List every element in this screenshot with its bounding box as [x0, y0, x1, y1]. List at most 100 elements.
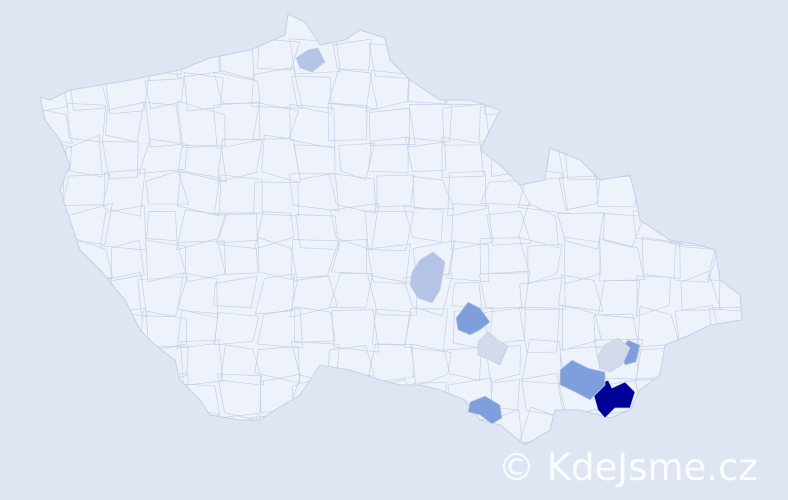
district-high: [559, 359, 606, 401]
district: [450, 203, 494, 251]
district: [404, 308, 449, 352]
district: [61, 443, 114, 445]
district: [177, 145, 227, 182]
district: [261, 134, 302, 184]
district: [67, 410, 104, 445]
district: [364, 210, 415, 251]
district: [710, 67, 742, 107]
district: [327, 69, 378, 110]
district: [708, 344, 742, 387]
district: [631, 108, 678, 145]
district: [441, 136, 484, 178]
district: [636, 275, 671, 317]
district: [40, 273, 76, 316]
district: [145, 170, 190, 205]
district-low: [597, 337, 631, 373]
district-medium: [295, 47, 326, 73]
district: [638, 72, 682, 112]
district: [673, 245, 719, 283]
district: [218, 244, 259, 275]
district: [62, 173, 111, 206]
district: [708, 203, 742, 241]
district: [669, 136, 719, 182]
district: [328, 172, 377, 214]
district: [597, 280, 641, 319]
district: [254, 346, 301, 384]
watermark: © KdeJsme.cz: [498, 446, 758, 489]
district: [595, 176, 641, 207]
district: [372, 411, 408, 445]
district-low: [477, 331, 509, 366]
district: [409, 104, 453, 148]
district: [138, 138, 188, 174]
district: [518, 406, 562, 445]
district: [183, 448, 224, 487]
district: [443, 347, 482, 381]
district: [556, 32, 601, 80]
district: [251, 66, 303, 109]
district: [40, 338, 71, 379]
district: [254, 211, 295, 250]
district: [175, 209, 227, 251]
district: [293, 306, 336, 343]
district: [289, 104, 335, 149]
district: [293, 144, 336, 180]
district: [518, 306, 560, 354]
district: [103, 168, 146, 217]
district: [180, 339, 224, 386]
district: [183, 72, 224, 112]
district: [403, 205, 444, 243]
district: [100, 373, 141, 421]
district: [253, 449, 299, 480]
district: [332, 38, 372, 71]
district: [713, 375, 742, 414]
district-medium: [409, 251, 446, 304]
district: [484, 39, 526, 79]
district: [519, 276, 566, 310]
district: [596, 74, 645, 110]
district: [253, 181, 299, 217]
district: [61, 383, 113, 414]
district: [176, 170, 222, 217]
district: [707, 236, 742, 282]
district: [257, 307, 304, 349]
district: [593, 313, 640, 353]
district: [447, 241, 490, 283]
district: [61, 339, 103, 385]
district: [216, 138, 263, 183]
district: [442, 66, 492, 106]
district: [176, 310, 219, 349]
district: [410, 32, 446, 78]
district: [444, 441, 491, 445]
district: [636, 170, 674, 217]
district: [603, 212, 645, 248]
district: [677, 68, 713, 115]
district: [110, 239, 145, 282]
district: [105, 414, 149, 445]
district: [595, 33, 636, 73]
district: [149, 449, 186, 483]
district: [109, 339, 151, 381]
district: [518, 202, 559, 249]
district: [599, 238, 645, 282]
district: [289, 440, 341, 445]
district: [40, 36, 68, 80]
district: [213, 174, 263, 214]
district: [367, 442, 410, 445]
district: [295, 214, 340, 250]
district: [516, 105, 562, 147]
district: [367, 274, 418, 316]
district: [40, 205, 65, 243]
district: [641, 236, 681, 280]
district: [560, 101, 607, 147]
district: [675, 178, 715, 218]
district: [639, 135, 681, 183]
district: [334, 449, 377, 487]
district: [563, 236, 602, 285]
district-high: [467, 395, 503, 425]
district: [108, 34, 146, 82]
district: [212, 101, 261, 149]
district: [138, 35, 189, 76]
district: [447, 171, 487, 217]
district: [558, 175, 602, 211]
